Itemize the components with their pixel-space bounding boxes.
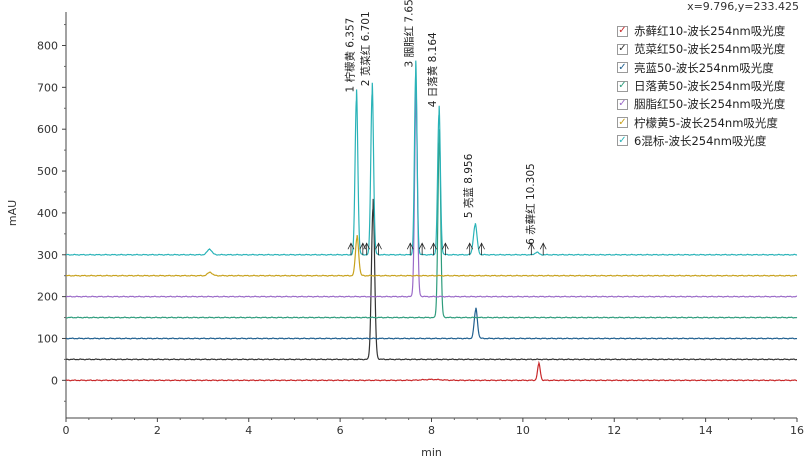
x-tick-label: 8 (428, 424, 435, 437)
integration-marker-head (466, 242, 474, 250)
y-tick-label: 800 (37, 39, 58, 52)
legend-label: 柠檬黄5-波长254nm吸光度 (634, 115, 778, 130)
integration-marker-head (442, 242, 449, 250)
series-line (65, 235, 798, 277)
legend-item[interactable]: ✓ 亮蓝50-波长254nm吸光度 (617, 59, 785, 77)
integration-marker-head (478, 242, 485, 250)
peak-annotation: 5 亮蓝 8.956 (462, 153, 475, 218)
y-tick-label: 100 (37, 332, 58, 345)
integration-marker-head (406, 242, 414, 250)
y-tick-label: 300 (37, 249, 58, 262)
x-tick-label: 16 (790, 424, 804, 437)
axes: 0 2 4 6 8 10 12 14 16 0 100 200 300 400 500 600 700 800 mi… (6, 12, 804, 459)
integration-marker-head (539, 242, 547, 250)
integration-marker-head (375, 242, 382, 250)
x-tick-label: 0 (63, 424, 70, 437)
legend-item[interactable]: ✓ 6混标-波长254nm吸光度 (617, 132, 785, 150)
integration-marker-head (347, 242, 355, 250)
series-line (66, 307, 798, 340)
series-line (65, 87, 798, 298)
legend-label: 6混标-波长254nm吸光度 (634, 133, 767, 148)
peak-annotation: 6 赤藓红 10.305 (524, 163, 537, 245)
legend-label: 赤藓红10-波长254nm吸光度 (634, 24, 786, 39)
y-tick-label: 0 (51, 374, 58, 387)
x-tick-label: 14 (699, 424, 713, 437)
legend-checkbox-icon[interactable]: ✓ (617, 116, 628, 129)
legend-item[interactable]: ✓ 苋菜红50-波长254nm吸光度 (617, 40, 785, 58)
integration-marker-head (363, 242, 371, 250)
x-axis-title: min (421, 446, 442, 459)
legend-checkbox-icon[interactable]: ✓ (617, 98, 628, 110)
y-axis-title: mAU (6, 200, 19, 226)
peak-annotation: 2 苋菜红 6.701 (359, 11, 372, 86)
legend-label: 日落黄50-波长254nm吸光度 (634, 79, 786, 94)
x-tick-label: 12 (607, 424, 621, 437)
legend-checkbox-icon[interactable]: ✓ (617, 134, 628, 147)
peak-annotation: 3 胭脂红 7.655 (403, 0, 416, 67)
legend-checkbox-icon[interactable]: ✓ (617, 61, 628, 74)
peak-annotation: 1 柠檬黄 6.357 (343, 18, 356, 93)
legend-label: 苋菜红50-波长254nm吸光度 (634, 42, 786, 57)
series-line (65, 198, 798, 361)
y-tick-label: 500 (37, 165, 58, 178)
legend-checkbox-icon[interactable]: ✓ (617, 80, 628, 92)
y-tick-label: 700 (37, 81, 58, 94)
integration-marker-head (430, 242, 437, 250)
series-lines (65, 60, 798, 382)
legend: ✓ 赤藓红10-波长254nm吸光度 ✓ 苋菜红50-波长254nm吸光度 ✓ 亮蓝50-… (617, 22, 785, 150)
x-tick-label: 4 (245, 424, 252, 437)
legend-label: 亮蓝50-波长254nm吸光度 (634, 60, 774, 75)
series-line (65, 60, 798, 256)
legend-checkbox-icon[interactable]: ✓ (617, 43, 628, 55)
x-tick-label: 2 (154, 424, 161, 437)
integration-marker-head (527, 242, 535, 250)
series-line (65, 360, 798, 382)
x-tick-label: 6 (337, 424, 344, 437)
integration-marker-head (418, 242, 426, 250)
series-line (65, 129, 798, 319)
x-tick-label: 10 (516, 424, 530, 437)
cursor-readout: x=9.796,y=233.425 (687, 0, 799, 13)
legend-item[interactable]: ✓ 赤藓红10-波长254nm吸光度 (617, 22, 785, 40)
y-tick-label: 200 (37, 291, 58, 304)
legend-item[interactable]: ✓ 日落黄50-波长254nm吸光度 (617, 77, 785, 95)
legend-item[interactable]: ✓ 胭脂红50-波长254nm吸光度 (617, 95, 785, 113)
peak-annotations: 1 柠檬黄 6.357 2 苋菜红 6.701 3 胭脂红 7.655 4 日落黄 8… (343, 0, 547, 256)
peak-annotation: 4 日落黄 8.164 (426, 32, 439, 107)
y-tick-label: 600 (37, 123, 58, 136)
legend-label: 胭脂红50-波长254nm吸光度 (634, 97, 786, 112)
legend-checkbox-icon[interactable]: ✓ (617, 25, 628, 37)
legend-item[interactable]: ✓ 柠檬黄5-波长254nm吸光度 (617, 113, 785, 131)
y-tick-label: 400 (37, 207, 58, 220)
